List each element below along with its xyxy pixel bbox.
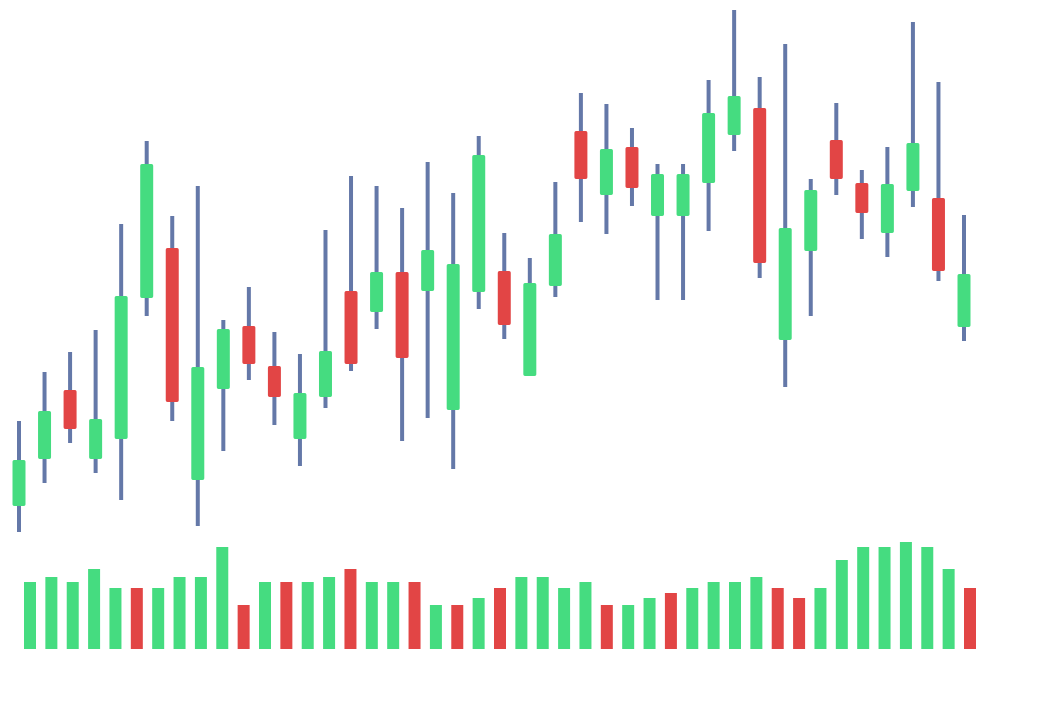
candle-body	[12, 460, 26, 506]
volume-bar	[771, 588, 784, 649]
volume-bar	[237, 605, 250, 649]
volume-bar	[323, 577, 336, 649]
candle-body	[906, 143, 920, 191]
candle-body	[574, 131, 588, 179]
volume-bar	[451, 605, 464, 649]
candle-body	[344, 291, 358, 364]
candle-body	[140, 164, 154, 298]
volume-bar	[24, 582, 36, 649]
candle-body	[523, 283, 537, 376]
volume-bar	[793, 598, 806, 649]
candle-body	[880, 184, 894, 233]
candle-body	[472, 155, 486, 292]
candle-body	[931, 198, 945, 271]
candle-body	[702, 113, 716, 183]
volume-bar	[494, 588, 506, 649]
candle-body	[957, 274, 971, 327]
volume-bar	[899, 542, 912, 649]
volume-bar	[344, 569, 357, 649]
volume-bar	[66, 582, 79, 649]
candle-body	[63, 390, 77, 429]
volume-bar	[109, 588, 122, 649]
candle-body	[395, 272, 409, 358]
candle-body	[548, 234, 562, 286]
volume-bar	[857, 547, 870, 649]
candle-body	[446, 264, 460, 410]
volume-bar	[88, 569, 101, 649]
candle-body	[370, 272, 384, 312]
candle-body	[599, 149, 613, 195]
volume-bar	[579, 582, 592, 649]
volume-bar	[216, 547, 229, 649]
volume-bar	[686, 588, 699, 649]
candle-body	[89, 419, 103, 459]
candle-body	[497, 271, 511, 325]
candle-body	[727, 96, 741, 135]
candle-body	[165, 248, 179, 402]
volume-bar	[600, 605, 613, 649]
volume-bar	[942, 569, 955, 649]
volume-bar	[408, 582, 421, 649]
volume-bar	[814, 588, 827, 649]
volume-bar	[643, 598, 656, 649]
volume-bar	[152, 588, 165, 649]
volume-bar	[429, 605, 442, 649]
volume-bar	[835, 560, 848, 649]
volume-bar	[173, 577, 186, 649]
volume-bar	[707, 582, 720, 649]
volume-bar	[130, 588, 143, 649]
volume-bar	[622, 605, 635, 649]
volume-bar	[964, 588, 976, 649]
candle-body	[421, 250, 435, 291]
volume-bar	[664, 593, 677, 649]
volume-bar	[750, 577, 763, 649]
volume-bar	[45, 577, 58, 649]
volume-bar	[878, 547, 891, 649]
volume-bar	[365, 582, 378, 649]
volume-bar	[536, 577, 549, 649]
volume-bar	[280, 582, 293, 649]
volume-bar	[194, 577, 207, 649]
volume-bar	[259, 582, 271, 649]
candle-body	[625, 147, 639, 188]
volume-bar	[472, 598, 485, 649]
volume-bar	[558, 588, 571, 649]
candle-body	[804, 190, 818, 251]
candle-body	[267, 366, 281, 397]
candle-body	[293, 393, 307, 439]
candle-body	[318, 351, 332, 397]
candle-body	[242, 326, 256, 364]
candle-body	[191, 367, 205, 480]
volume-bar	[387, 582, 400, 649]
volume-bar	[301, 582, 314, 649]
volume-bar	[515, 577, 528, 649]
candle-body	[651, 174, 665, 216]
candle-body	[676, 174, 690, 216]
candle-body	[753, 108, 767, 263]
volume-bar	[921, 547, 934, 649]
candle-body	[38, 411, 52, 459]
candle-body	[216, 329, 230, 389]
candle-body	[114, 296, 128, 439]
candle-body	[829, 140, 843, 179]
candle-body	[778, 228, 792, 340]
volume-bar	[729, 582, 741, 649]
candle-body	[855, 183, 869, 213]
